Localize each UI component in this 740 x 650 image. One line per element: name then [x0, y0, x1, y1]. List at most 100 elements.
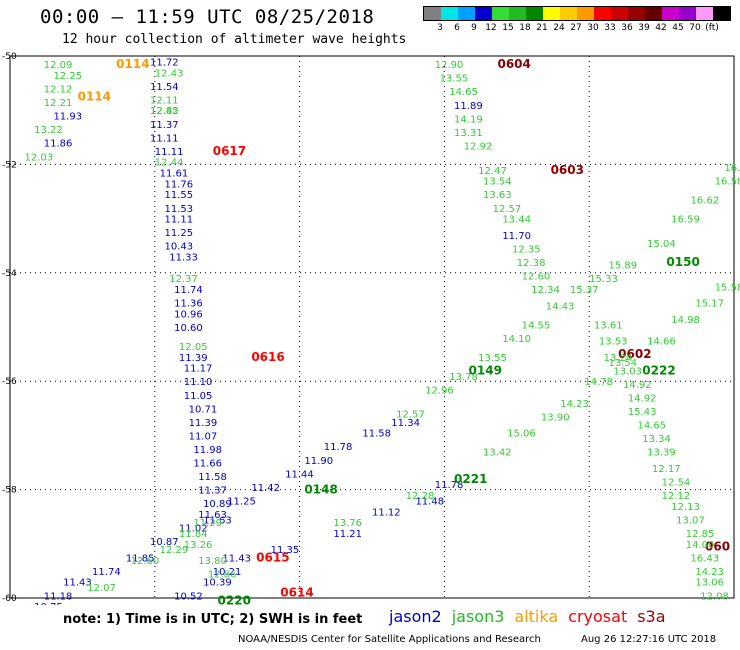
pass-id-label: 0603	[551, 163, 584, 177]
wave-height-value: 14.78	[584, 377, 613, 388]
wave-height-value: 11.93	[53, 112, 82, 123]
wave-height-value: 14.65	[449, 87, 478, 98]
wave-height-value: 10.52	[174, 591, 203, 602]
latitude-label: -54	[2, 269, 17, 279]
wave-height-value: 11.74	[92, 567, 121, 578]
satellite-legend: jason2 jason3 altika cryosat s3a	[389, 607, 676, 626]
pass-id-label: 0617	[213, 144, 246, 158]
wave-height-value: 11.98	[193, 445, 222, 456]
wave-height-value: 12.96	[425, 385, 454, 396]
pass-id-label: 0114	[78, 90, 111, 104]
wave-height-value: 13.63	[483, 190, 512, 201]
color-scale-label: 3	[437, 23, 443, 33]
color-swatch	[628, 7, 645, 20]
latitude-label: -50	[2, 52, 17, 62]
color-scale-label: 6	[454, 23, 460, 33]
pass-id-label: 0220	[218, 594, 251, 605]
wave-height-value: 13.34	[642, 434, 671, 445]
wave-height-value: 15.58	[715, 282, 740, 293]
generated-timestamp: Aug 26 12:27:16 UTC 2018	[581, 634, 717, 645]
wave-height-value: 12.86	[208, 570, 237, 581]
satellite-legend-altika: altika	[514, 607, 559, 626]
wave-height-value: 11.42	[251, 483, 280, 494]
wave-height-value: 14.00	[686, 540, 715, 551]
pass-id-label: 0616	[251, 350, 284, 364]
wave-height-value: 12.44	[155, 158, 184, 169]
wave-height-value: 11.78	[435, 480, 464, 491]
wave-height-value: 11.34	[391, 418, 420, 429]
wave-height-value: 13.22	[34, 125, 63, 136]
wave-height-value: 11.54	[150, 82, 179, 93]
wave-height-value: 11.11	[164, 215, 193, 226]
color-scale-label: 36	[621, 23, 633, 33]
wave-height-value: 11.37	[198, 486, 227, 497]
wave-height-value: 15.17	[695, 299, 724, 310]
pass-id-label: 0604	[497, 57, 530, 71]
pass-id-label: 0221	[454, 472, 487, 486]
pass-id-label: 0222	[642, 363, 675, 377]
wave-height-value: 13.78	[449, 372, 478, 383]
wave-height-value: 16.14	[724, 163, 740, 174]
wave-height-value: 11.21	[333, 529, 362, 540]
color-swatch	[594, 7, 611, 20]
pass-id-label: 0114	[116, 57, 149, 71]
wave-height-value: 12.92	[464, 141, 493, 152]
wave-height-value: 11.17	[184, 364, 213, 375]
wave-height-value: 12.85	[150, 106, 179, 117]
wave-height-value: 13.24	[604, 353, 633, 364]
wave-height-value: 11.43	[63, 578, 92, 589]
wave-height-value: 11.61	[160, 169, 189, 180]
color-scale-label: 24	[553, 23, 565, 33]
color-swatch	[713, 7, 730, 20]
wave-height-value: 12.60	[131, 556, 160, 567]
color-scale-bar	[423, 6, 731, 21]
color-scale-label: 39	[638, 23, 650, 33]
wave-height-value: 11.25	[227, 496, 256, 507]
wave-height-value: 13.03	[613, 366, 642, 377]
color-scale-label: 30	[587, 23, 599, 33]
pass-id-label: 0615	[256, 550, 289, 564]
page-title: 00:00 – 11:59 UTC 08/25/2018	[40, 6, 375, 28]
map-grid	[9, 55, 735, 599]
wave-height-value: 11.74	[174, 285, 203, 296]
wave-height-value: 12.03	[24, 152, 53, 163]
wave-height-value: 10.75	[34, 602, 63, 605]
wave-height-value: 11.11	[150, 133, 179, 144]
wave-height-value: 11.86	[44, 139, 73, 150]
wave-height-value: 12.60	[522, 272, 551, 283]
wave-height-value: 13.61	[594, 320, 623, 331]
wave-height-value: 11.72	[150, 57, 179, 68]
wave-height-value: 12.12	[44, 85, 73, 96]
wave-height-value: 10.89	[203, 499, 232, 510]
wave-height-value: 14.23	[560, 399, 589, 410]
wave-height-value: 12.34	[531, 285, 560, 296]
wave-height-value: 11.02	[179, 524, 208, 535]
color-swatch	[696, 7, 713, 20]
color-legend: 3 6 9 12 15 18 21 24 27 30 33 36 39 42 45 70 (ft)	[423, 6, 731, 35]
wave-height-value: 12.57	[493, 204, 522, 215]
wave-height-value: 11.25	[164, 228, 193, 239]
wave-height-value: 14.43	[546, 301, 575, 312]
wave-height-value: 13.07	[676, 515, 705, 526]
color-scale-label: 27	[570, 23, 582, 33]
wave-height-value: 12.28	[406, 491, 435, 502]
wave-height-value: 14.65	[637, 421, 666, 432]
pass-id-label: 0148	[304, 483, 337, 497]
wave-height-value: 10.60	[174, 323, 203, 334]
wave-height-value: 11.90	[304, 456, 333, 467]
wave-height-value: 10.43	[164, 242, 193, 253]
wave-height-value: 10.96	[174, 309, 203, 320]
color-scale-label: 21	[536, 23, 548, 33]
color-scale-label: (ft)	[705, 23, 719, 33]
wave-height-value: 12.08	[700, 591, 729, 602]
wave-height-value: 11.11	[155, 147, 184, 158]
wave-height-value: 15.04	[647, 239, 676, 250]
wave-height-value: 11.29	[193, 518, 222, 529]
wave-height-value: 11.53	[164, 204, 193, 215]
color-swatch	[577, 7, 594, 20]
wave-height-value: 11.37	[150, 120, 179, 131]
satellite-legend-cryosat: cryosat	[568, 607, 628, 626]
wave-height-value: 11.36	[174, 299, 203, 310]
color-scale-label: 18	[519, 23, 531, 33]
pass-id-label: 0602	[618, 347, 651, 361]
